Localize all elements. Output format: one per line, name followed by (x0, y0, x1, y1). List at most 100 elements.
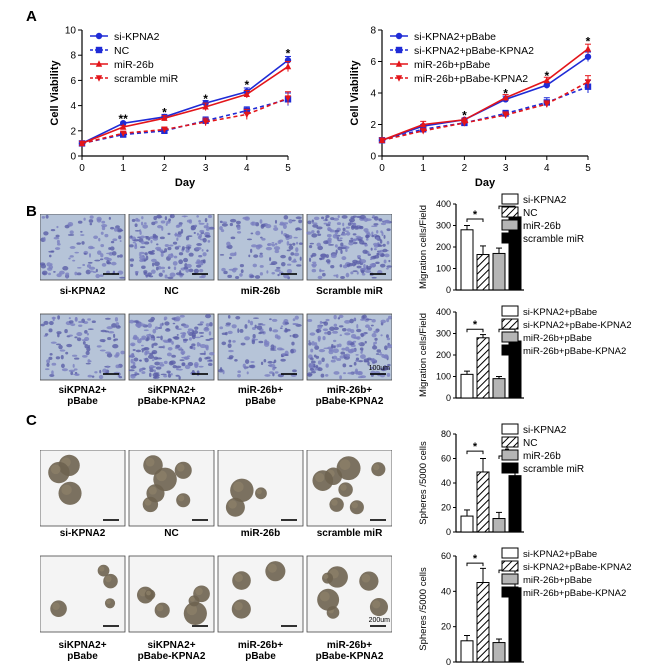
tile-caption: siKPNA2+ pBabe-KPNA2 (137, 640, 206, 662)
tile-caption: Scramble miR (316, 286, 383, 297)
x-tick-label: 0 (79, 163, 85, 174)
data-point (584, 53, 592, 60)
x-tick-label: 5 (585, 163, 591, 174)
x-tick-label: 1 (120, 163, 126, 174)
y-tick-label: 400 (436, 307, 451, 317)
data-point (502, 94, 509, 101)
series-line (81, 98, 289, 145)
significance-mark: * (473, 319, 478, 331)
x-tick-label: 3 (203, 163, 209, 174)
y-axis-label: Migration cells/Field (418, 313, 429, 397)
legend-label: miR-26b (114, 59, 154, 71)
tile-caption: si-KPNA2 (59, 286, 106, 297)
tile-caption: miR-26b (240, 528, 281, 539)
data-point (543, 101, 550, 108)
bar (460, 515, 474, 533)
legend-label: si-KPNA2+pBabe-KPNA2 (523, 320, 632, 331)
micro-tile (217, 214, 304, 281)
micro-tile (217, 313, 304, 381)
legend-label: si-KPNA2+pBabe-KPNA2 (523, 562, 632, 573)
y-axis-label: Cell Viability (49, 60, 61, 126)
y-tick-label: 4 (70, 101, 76, 112)
legend-swatch (501, 423, 519, 435)
x-tick-label: 2 (162, 163, 168, 174)
significance-bracket (466, 218, 484, 223)
legend-label: si-KPNA2+pBabe-KPNA2 (414, 45, 534, 57)
legend-label: miR-26b+pBabe-KPNA2 (414, 73, 528, 85)
micro-tile (306, 313, 392, 381)
y-axis-label: Spheres /5000 cells (418, 567, 429, 651)
y-tick-label: 300 (436, 221, 451, 231)
y-tick-label: 6 (70, 76, 76, 87)
panel-letter-a: A (26, 8, 37, 25)
tile-caption: miR-26b+ pBabe-KPNA2 (315, 640, 384, 662)
significance-mark: * (544, 69, 549, 83)
legend-label: NC (114, 45, 130, 57)
legend-swatch (501, 219, 519, 231)
legend-swatch (501, 344, 519, 356)
legend-marker (395, 75, 403, 82)
scale-label: 200um (369, 617, 391, 624)
data-point (378, 137, 386, 144)
y-tick-label: 20 (441, 503, 451, 513)
bar (492, 378, 506, 399)
data-point (584, 45, 592, 52)
legend-swatch (501, 206, 519, 218)
significance-mark: * (286, 46, 291, 60)
panel-letter-b: B (26, 203, 37, 220)
data-point (243, 111, 250, 119)
micro-tile (128, 450, 215, 527)
y-tick-label: 200 (436, 242, 451, 252)
micro-tile (217, 555, 304, 633)
viability-chart-right: 0 2 4 6 8 0 1 2 3 4 5 Day Cell Viability si-KPNA2+pBa… (349, 26, 592, 190)
significance-mark: * (473, 209, 478, 221)
x-axis-label: Day (475, 177, 496, 189)
x-tick-label: 5 (285, 163, 291, 174)
y-tick-label: 40 (441, 478, 451, 488)
legend-label: si-KPNA2 (523, 195, 567, 206)
significance-bracket (466, 562, 484, 567)
legend-marker (395, 46, 403, 54)
tile-caption: NC (164, 286, 179, 297)
x-tick-label: 4 (244, 163, 250, 174)
viability-chart-left: 0 2 4 6 8 10 0 1 2 3 4 5 Day Cell Viability si-KPNA2 NC… (49, 26, 292, 190)
significance-mark: * (244, 78, 249, 92)
legend-swatch (501, 331, 519, 343)
y-tick-label: 0 (446, 527, 451, 537)
bar (460, 640, 474, 663)
y-tick-label: 300 (436, 329, 451, 339)
legend-swatch (501, 436, 519, 448)
tile-caption: scramble miR (316, 528, 383, 539)
legend-label: NC (523, 438, 537, 449)
data-point (202, 103, 209, 110)
y-tick-label: 6 (370, 57, 376, 68)
legend-label: scramble miR (114, 73, 179, 85)
data-point (284, 95, 292, 102)
x-tick-label: 4 (544, 163, 550, 174)
x-tick-label: 1 (420, 163, 426, 174)
legend-label: miR-26b+pBabe (414, 59, 490, 71)
micro-tile (128, 313, 215, 381)
significance-mark: * (162, 106, 167, 120)
legend-swatch (501, 462, 519, 474)
tile-caption: miR-26b+ pBabe-KPNA2 (315, 385, 384, 407)
data-point (120, 123, 127, 130)
data-point (161, 114, 168, 121)
data-point (284, 62, 292, 70)
scale-label: 100um (369, 365, 391, 372)
tile-caption: siKPNA2+ pBabe (58, 385, 107, 407)
legend-label: NC (523, 208, 537, 219)
significance-bracket (466, 450, 484, 455)
legend-label: si-KPNA2+pBabe (414, 31, 496, 43)
data-point (243, 90, 250, 97)
legend-label: miR-26b+pBabe (523, 333, 592, 344)
legend-label: scramble miR (523, 464, 584, 475)
series-line (81, 59, 289, 145)
data-point (420, 120, 427, 128)
data-point (584, 79, 592, 86)
legend-marker (95, 46, 103, 54)
tile-caption: miR-26b+ pBabe (237, 385, 284, 407)
legend-label: si-KPNA2+pBabe (523, 307, 597, 318)
x-tick-label: 3 (503, 163, 509, 174)
